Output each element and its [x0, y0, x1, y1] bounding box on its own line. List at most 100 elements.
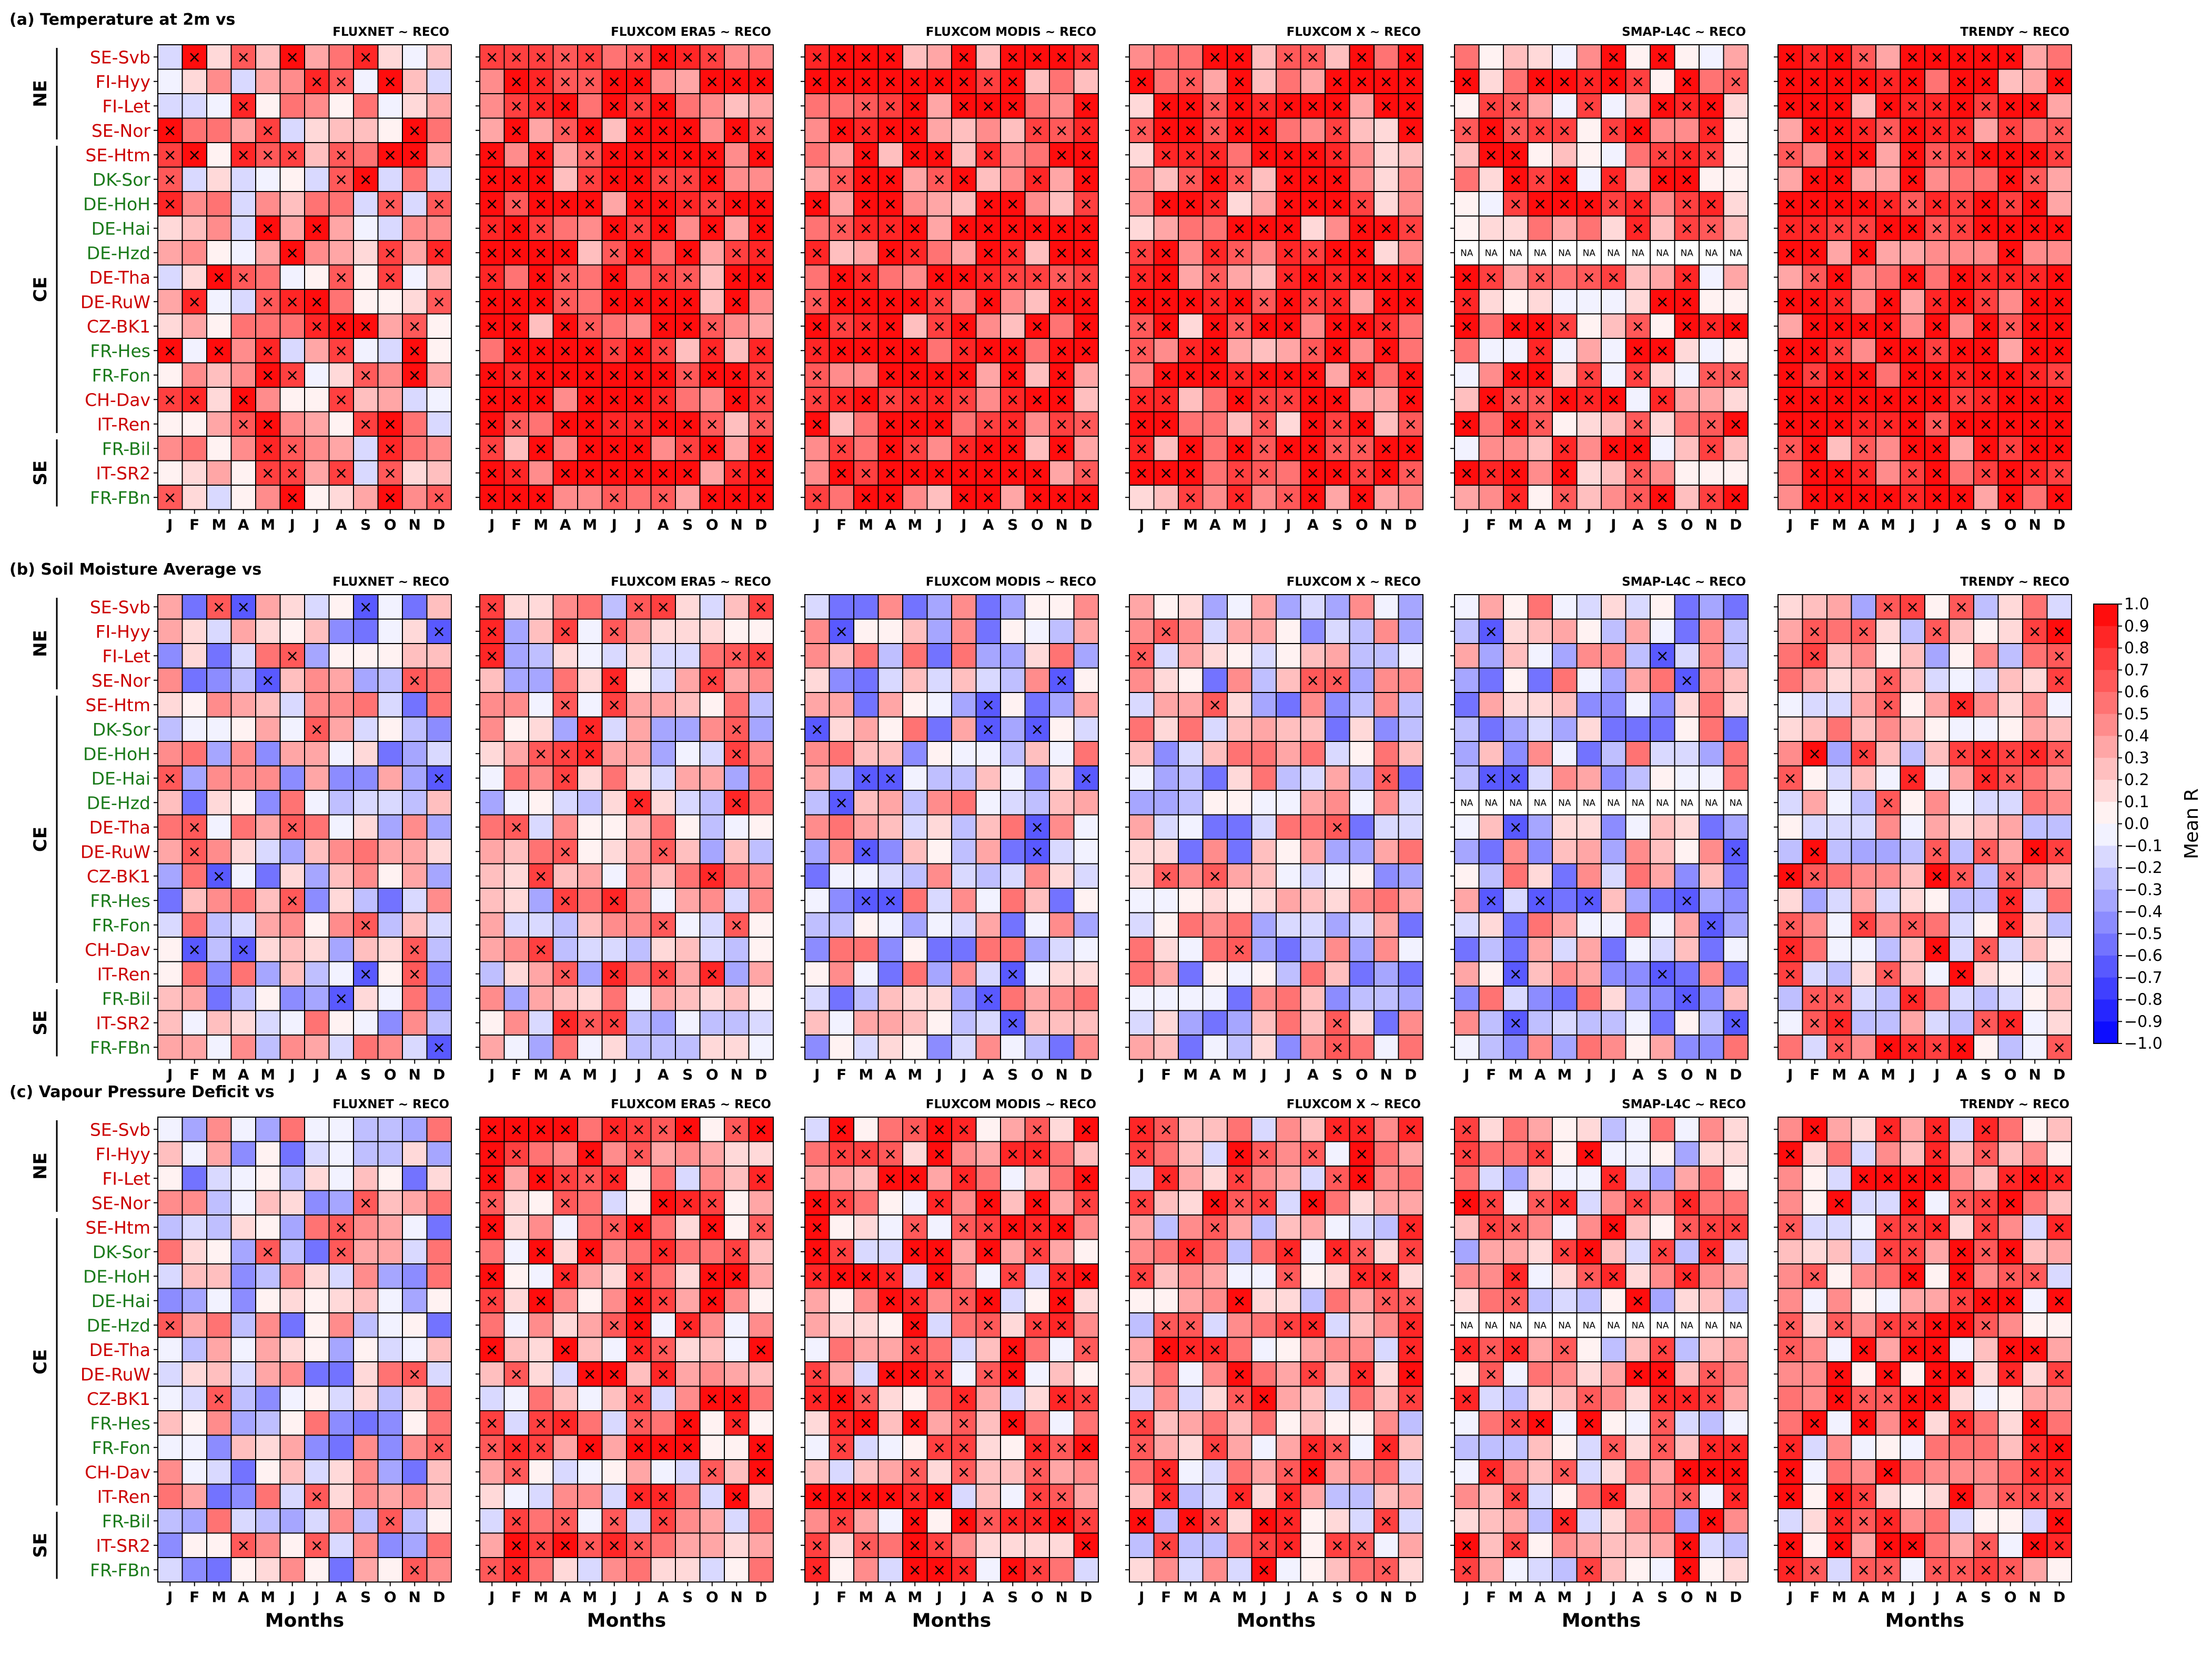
significance-marker: ×: [1931, 867, 1944, 886]
significance-marker: ×: [486, 1194, 499, 1212]
heatmap-cell: [1227, 264, 1253, 290]
heatmap-cell: [926, 741, 952, 767]
heatmap-cell: [1276, 594, 1301, 620]
heatmap-cell: [255, 387, 281, 413]
significance-marker: ×: [1705, 366, 1718, 385]
heatmap-cell: [1073, 986, 1099, 1011]
significance-marker: ×: [1484, 769, 1498, 788]
heatmap-cell: [402, 1214, 428, 1240]
na-label: NA: [1558, 798, 1571, 808]
significance-marker: ×: [1184, 195, 1197, 213]
heatmap-cell: [426, 1385, 452, 1411]
heatmap-cell: [1325, 863, 1350, 889]
significance-marker: ×: [1055, 488, 1068, 507]
significance-marker: ×: [835, 317, 848, 336]
heatmap-cell: [1503, 839, 1529, 865]
significance-marker: ×: [1955, 488, 1968, 507]
heatmap-cell: [1276, 765, 1301, 791]
heatmap-cell: [157, 289, 183, 315]
heatmap-cell: [377, 888, 403, 913]
heatmap-cell: [1049, 594, 1075, 620]
heatmap-cell: [1349, 93, 1375, 119]
significance-marker: ×: [1509, 195, 1522, 213]
heatmap-cell: [601, 937, 627, 962]
heatmap-cell: [528, 1508, 554, 1534]
heatmap-cell: [426, 888, 452, 913]
heatmap-cell: [206, 1010, 232, 1036]
heatmap-cell: [1153, 765, 1179, 791]
significance-marker: ×: [1656, 97, 1669, 115]
heatmap-cell: [1625, 387, 1651, 413]
region-label: SE: [30, 1010, 51, 1036]
significance-marker: ×: [632, 390, 645, 409]
heatmap-cell: [1153, 215, 1179, 241]
heatmap-cell: [181, 436, 207, 461]
heatmap-cell: [304, 1508, 330, 1534]
heatmap-cell: [304, 1117, 330, 1142]
heatmap-cell: [1723, 117, 1749, 143]
heatmap-cell: [926, 863, 952, 889]
significance-marker: ×: [632, 244, 645, 262]
heatmap-cell: [230, 387, 256, 413]
heatmap-cell: [1049, 790, 1075, 816]
heatmap-cell: [1300, 643, 1326, 669]
heatmap-cell: [1202, 411, 1228, 437]
heatmap-cell: [328, 1190, 354, 1216]
heatmap-cell: [926, 814, 952, 840]
heatmap-cell: [230, 460, 256, 486]
heatmap-cell: [255, 1361, 281, 1387]
heatmap-cell: [829, 142, 854, 168]
month-tick-label: J: [289, 1066, 295, 1083]
significance-marker: ×: [310, 293, 324, 311]
heatmap-cell: [1373, 44, 1399, 70]
heatmap-cell: [377, 692, 403, 718]
heatmap-cell: [1227, 790, 1253, 816]
significance-marker: ×: [681, 293, 694, 311]
heatmap-cell: [699, 240, 725, 266]
month-tick-label: J: [1285, 1066, 1291, 1083]
heatmap-cell: [724, 1035, 750, 1060]
heatmap-cell: [279, 1117, 305, 1142]
heatmap-cell: [1973, 485, 1999, 510]
heatmap-cell: [279, 215, 305, 241]
significance-marker: ×: [730, 1390, 743, 1408]
significance-marker: ×: [1784, 366, 1797, 385]
heatmap-cell: [255, 1483, 281, 1509]
heatmap-cell: [877, 716, 903, 742]
heatmap-cell: [1373, 387, 1399, 413]
significance-marker: ×: [359, 170, 372, 189]
heatmap-cell: [2046, 986, 2072, 1011]
heatmap-cell: [577, 1288, 603, 1313]
significance-marker: ×: [559, 1014, 572, 1032]
significance-marker: ×: [681, 317, 694, 336]
significance-marker: ×: [1729, 842, 1742, 861]
heatmap-cell: [230, 68, 256, 94]
heatmap-cell: [1373, 594, 1399, 620]
heatmap-cell: [2022, 485, 2048, 510]
significance-marker: ×: [982, 488, 995, 507]
month-tick-label: J: [635, 1066, 641, 1083]
heatmap-cell: [479, 1312, 505, 1338]
significance-marker: ×: [608, 965, 621, 983]
heatmap-cell: [1202, 215, 1228, 241]
heatmap-cell: [975, 839, 1001, 865]
heatmap-cell: [902, 191, 928, 217]
significance-marker: ×: [510, 1365, 523, 1383]
heatmap-cell: [328, 1035, 354, 1060]
significance-marker: ×: [2053, 622, 2066, 641]
heatmap-cell: [1851, 643, 1876, 669]
heatmap-cell: [552, 142, 578, 168]
heatmap-cell: [1875, 142, 1901, 168]
significance-marker: ×: [1184, 366, 1197, 385]
heatmap-cell: [2046, 93, 2072, 119]
heatmap-cell: [1527, 1035, 1553, 1060]
significance-marker: ×: [486, 1341, 499, 1359]
significance-marker: ×: [583, 366, 597, 385]
subplot-title: FLUXCOM ERA5 ~ RECO: [611, 575, 771, 589]
significance-marker: ×: [1582, 390, 1595, 409]
heatmap-cell: [1454, 166, 1480, 192]
significance-marker: ×: [534, 745, 548, 763]
significance-marker: ×: [754, 146, 767, 164]
heatmap-cell: [1178, 986, 1204, 1011]
heatmap-cell: [1924, 264, 1950, 290]
